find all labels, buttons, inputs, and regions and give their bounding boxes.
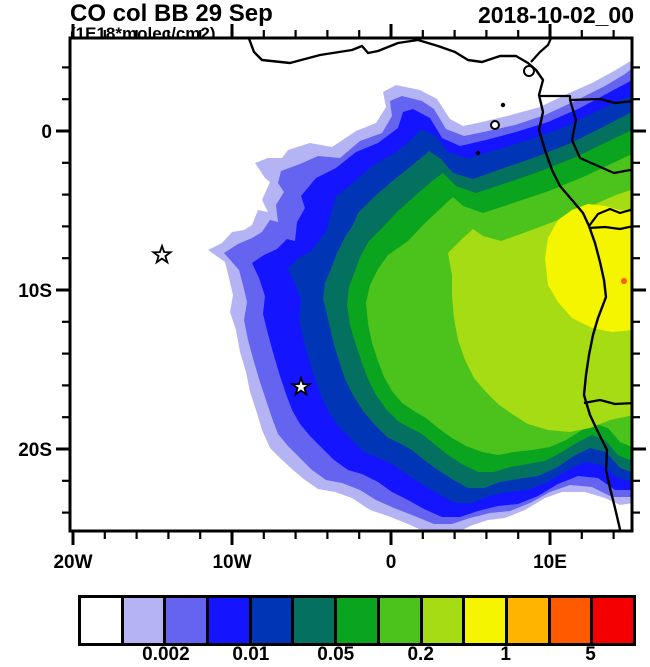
axis-ticks <box>56 24 646 545</box>
colorbar-cell-3 <box>209 598 252 643</box>
star-marker-0 <box>150 243 174 265</box>
timestamp-label: 2018-10-02_00 <box>477 2 634 28</box>
colorbar <box>78 595 636 646</box>
colorbar-label-0.05: 0.05 <box>317 644 355 665</box>
country-border-0 <box>530 38 553 63</box>
colorbar-cell-1 <box>123 598 167 643</box>
colorbar-cell-12 <box>593 598 633 643</box>
x-tick-label-0: 0 <box>386 552 397 573</box>
colorbar-label-1: 1 <box>500 644 511 665</box>
island-0 <box>523 65 535 77</box>
country-border-2 <box>568 99 632 175</box>
colorbar-label-0.2: 0.2 <box>407 644 434 665</box>
x-tick-label-20W: 20W <box>53 552 92 573</box>
colorbar-cell-10 <box>507 598 551 643</box>
country-border-4 <box>588 225 632 231</box>
island-1 <box>500 102 506 108</box>
colorbar-cell-5 <box>294 598 338 643</box>
colorbar-cell-0 <box>81 598 124 643</box>
colorbar-cell-7 <box>379 598 423 643</box>
y-tick-label-0: 0 <box>41 122 52 143</box>
coastline <box>247 38 622 531</box>
country-border-5 <box>583 398 632 406</box>
y-tick-label-20S: 20S <box>18 440 52 461</box>
island-2 <box>490 120 500 130</box>
star-marker-1 <box>289 375 313 397</box>
colorbar-label-0.002: 0.002 <box>142 644 190 665</box>
colorbar-label-5: 5 <box>585 644 596 665</box>
colorbar-cell-11 <box>550 598 594 643</box>
map-layers <box>70 38 632 531</box>
colorbar-cell-8 <box>422 598 466 643</box>
page-title: CO col BB 29 Sep <box>70 0 273 27</box>
contour-region-plume-0.5-yellow <box>545 204 632 332</box>
country-border-3 <box>588 207 632 227</box>
country-border-1 <box>539 94 632 105</box>
x-tick-label-10E: 10E <box>533 552 567 573</box>
colorbar-cell-9 <box>465 598 508 643</box>
colorbar-cell-2 <box>166 598 210 643</box>
island-3 <box>475 150 481 156</box>
colorbar-cell-4 <box>251 598 295 643</box>
x-tick-label-10W: 10W <box>212 552 251 573</box>
y-tick-label-10S: 10S <box>18 281 52 302</box>
colorbar-label-0.01: 0.01 <box>232 644 270 665</box>
contour-region-plume-1-orange-spot <box>621 278 627 284</box>
plot-frame <box>68 36 634 533</box>
colorbar-cell-6 <box>337 598 380 643</box>
